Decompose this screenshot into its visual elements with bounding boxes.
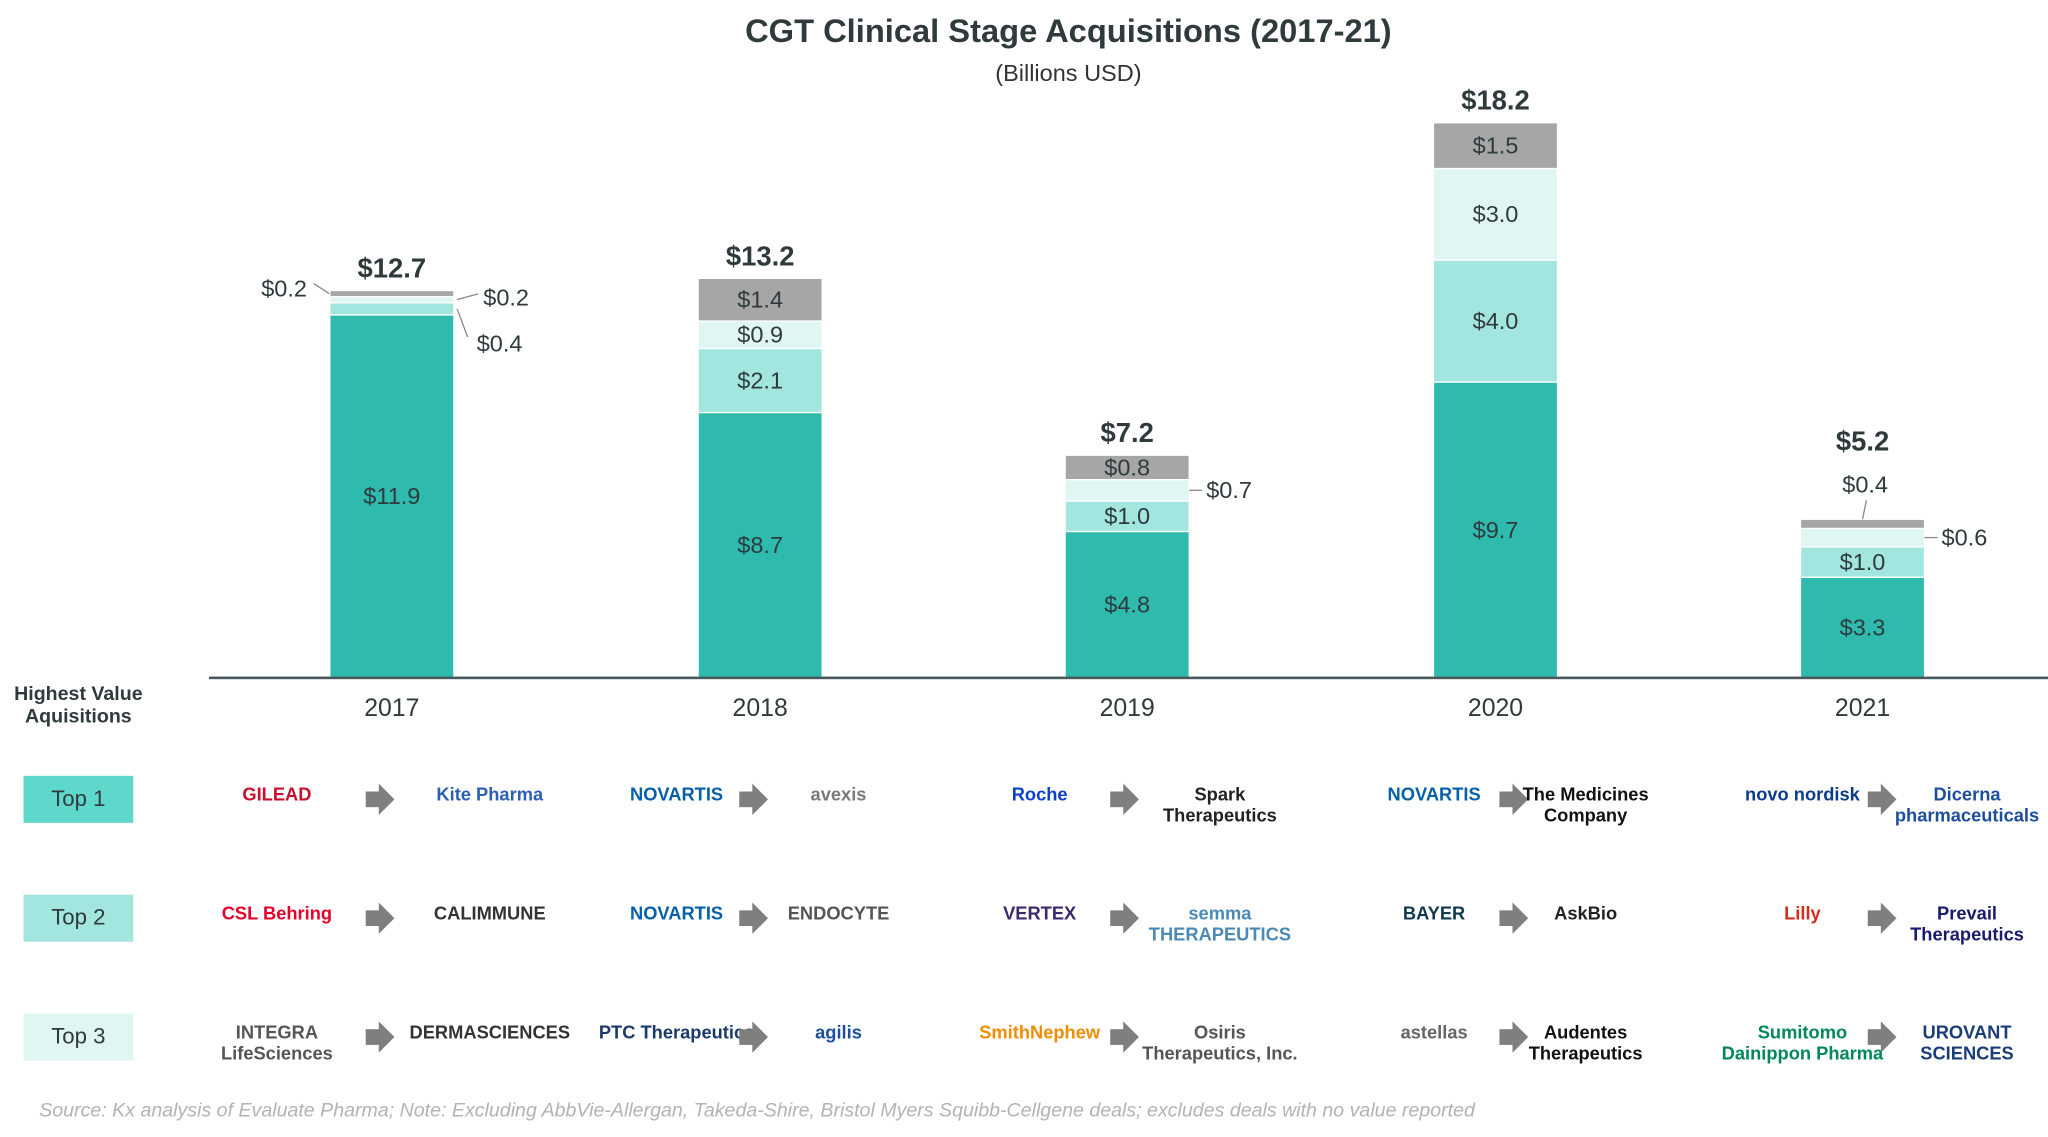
data-label: $0.7	[1206, 477, 1252, 503]
leader-line	[456, 293, 479, 301]
acquirer-logo: NOVARTIS	[629, 902, 724, 924]
x-tick-label: 2021	[1834, 694, 1891, 723]
data-label: $3.0	[1473, 201, 1519, 227]
bar-segment	[697, 277, 823, 322]
data-label: $0.9	[737, 322, 783, 348]
bar-segment	[329, 289, 455, 298]
data-label: $0.2	[261, 275, 307, 301]
bar-segment	[329, 302, 455, 316]
leader-line	[313, 282, 330, 295]
data-label: $0.6	[1942, 524, 1988, 550]
acquirer-logo: Roche	[1011, 783, 1068, 805]
bar-segment	[329, 295, 455, 304]
data-label: $0.4	[1842, 471, 1888, 497]
data-label: $1.0	[1104, 503, 1150, 529]
bar-segment	[1799, 518, 1926, 530]
acquirer-logo: GILEAD	[242, 783, 312, 805]
acquirer-logo: INTEGRA LifeSciences	[220, 1021, 333, 1064]
bar-segment	[1799, 527, 1926, 548]
bar-segment	[1799, 576, 1926, 679]
data-label: $0.2	[483, 285, 529, 311]
chart-subtitle: (Billions USD)	[995, 60, 1142, 87]
bar-segment	[1064, 530, 1190, 679]
target-logo: UROVANT SCIENCES	[1920, 1021, 2014, 1064]
x-tick-label: 2019	[1099, 694, 1155, 723]
target-logo: Osiris Therapeutics, Inc.	[1142, 1021, 1298, 1064]
data-label: $3.3	[1840, 614, 1886, 640]
data-label: $1.0	[1840, 549, 1886, 575]
bar-segment	[1432, 381, 1559, 679]
target-logo: agilis	[815, 1021, 862, 1043]
target-logo: Spark Therapeutics	[1162, 783, 1277, 826]
acquirer-logo: NOVARTIS	[1387, 783, 1481, 805]
bar-segment	[1064, 454, 1190, 481]
bar-segment	[1064, 500, 1190, 533]
bar-segment	[697, 411, 823, 679]
x-tick-label: 2020	[1467, 694, 1524, 723]
source-note: Source: Kx analysis of Evaluate Pharma; …	[39, 1099, 1475, 1122]
total-label: $18.2	[1461, 85, 1530, 116]
acquirer-logo: novo nordisk	[1745, 783, 1860, 805]
target-logo: avexis	[810, 783, 867, 805]
acquirer-logo: VERTEX	[1003, 902, 1077, 924]
target-logo: Kite Pharma	[436, 783, 544, 805]
x-axis-line	[208, 676, 2048, 680]
acquirer-logo: Lilly	[1784, 902, 1821, 924]
rank-badge: Top 2	[23, 894, 134, 942]
target-logo: Prevail Therapeutics	[1910, 902, 2024, 945]
data-label: $1.5	[1473, 132, 1519, 158]
data-label: $9.7	[1473, 517, 1519, 543]
rank-badge: Top 1	[23, 775, 134, 823]
data-label: $2.1	[737, 367, 783, 393]
target-logo: ENDOCYTE	[787, 902, 890, 924]
bar-segment	[1432, 259, 1559, 383]
bar-segment	[697, 347, 823, 414]
total-label: $7.2	[1101, 417, 1154, 448]
table-header: Highest Value Aquisitions	[14, 683, 143, 728]
x-tick-label: 2018	[732, 694, 788, 723]
acquirer-logo: PTC Therapeutics	[598, 1021, 755, 1043]
total-label: $12.7	[358, 252, 427, 283]
data-label: $4.0	[1473, 308, 1519, 334]
data-label: $4.8	[1104, 592, 1150, 618]
target-logo: Dicerna pharmaceuticals	[1894, 783, 2040, 826]
data-label: $1.4	[737, 287, 783, 313]
target-logo: Audentes Therapeutics	[1528, 1021, 1643, 1064]
bar-segment	[1432, 122, 1559, 170]
bar-segment	[1064, 478, 1190, 502]
leader-line	[1861, 500, 1868, 520]
target-logo: The Medicines Company	[1522, 783, 1649, 826]
acquirer-logo: SmithNephew	[979, 1021, 1101, 1043]
bar-segment	[1799, 546, 1926, 578]
data-label: $0.4	[477, 330, 523, 356]
total-label: $13.2	[726, 240, 795, 271]
data-label: $8.7	[737, 532, 783, 558]
acquirer-logo: NOVARTIS	[629, 783, 724, 805]
acquirer-logo: BAYER	[1402, 902, 1466, 924]
target-logo: CALIMMUNE	[433, 902, 546, 924]
stacked-bar-plot: $11.9 $0.4 $0.2 $0.2 $12.7 $8.7 $2.1 $0.9 $1.4 $1…	[261, 85, 1988, 679]
acquirer-logo: astellas	[1400, 1021, 1468, 1043]
target-logo: AskBio	[1554, 902, 1618, 924]
acquirer-logo: CSL Behring	[221, 902, 333, 924]
data-label: $0.8	[1104, 454, 1150, 480]
acquirer-logo: Sumitomo Dainippon Pharma	[1721, 1021, 1884, 1064]
leader-line	[456, 308, 469, 338]
bar-segment	[1432, 167, 1559, 261]
target-logo: semma THERAPEUTICS	[1148, 902, 1292, 945]
data-label: $11.9	[363, 483, 420, 509]
chart-title: CGT Clinical Stage Acquisitions (2017-21…	[745, 13, 1392, 50]
target-logo: DERMASCIENCES	[409, 1021, 571, 1043]
rank-badge: Top 3	[23, 1013, 134, 1061]
total-label: $5.2	[1836, 426, 1889, 457]
x-tick-label: 2017	[364, 694, 420, 723]
